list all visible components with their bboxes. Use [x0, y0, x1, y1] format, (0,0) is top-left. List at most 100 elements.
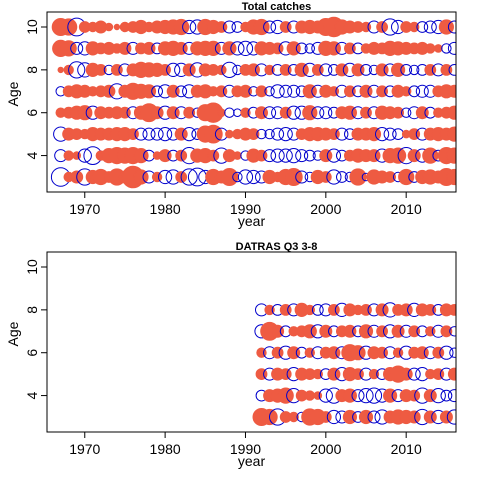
- positive-residual-bubble: [94, 64, 107, 76]
- x-tick-label: 2000: [310, 201, 341, 217]
- positive-residual-bubble: [408, 325, 421, 338]
- positive-residual-bubble: [279, 106, 292, 119]
- positive-residual-bubble: [225, 129, 234, 139]
- x-tick-label: 2010: [391, 441, 422, 457]
- negative-residual-bubble: [246, 169, 261, 185]
- negative-residual-bubble: [335, 127, 349, 141]
- negative-residual-bubble: [68, 61, 86, 79]
- y-tick-label: 4: [24, 391, 40, 399]
- positive-residual-bubble: [72, 151, 81, 160]
- negative-residual-bubble: [365, 387, 383, 404]
- negative-residual-bubble: [295, 42, 308, 55]
- positive-residual-bubble: [255, 85, 268, 98]
- negative-residual-bubble: [304, 43, 315, 54]
- y-tick-label: 4: [24, 151, 40, 159]
- positive-residual-bubble: [279, 64, 292, 76]
- positive-residual-bubble: [312, 368, 323, 380]
- bubble-layer: [50, 16, 456, 189]
- positive-residual-bubble: [423, 410, 437, 424]
- y-tick-label: 8: [24, 66, 40, 74]
- positive-residual-bubble: [344, 85, 356, 98]
- positive-residual-bubble: [401, 86, 412, 97]
- positive-residual-bubble: [304, 304, 315, 316]
- positive-residual-bubble: [350, 345, 366, 361]
- x-tick-label: 1980: [150, 201, 181, 217]
- negative-residual-bubble: [270, 84, 285, 99]
- negative-residual-bubble: [256, 128, 267, 140]
- panel-total-catches: Total catches 1970 1980 1990 2000 2010 year 4 6 8…: [5, 1, 457, 229]
- negative-residual-bubble: [264, 86, 275, 97]
- negative-residual-bubble: [446, 409, 456, 425]
- positive-residual-bubble: [448, 304, 456, 316]
- negative-residual-bubble: [447, 20, 456, 34]
- positive-residual-bubble: [239, 84, 252, 98]
- negative-residual-bubble: [319, 63, 333, 77]
- negative-residual-bubble: [142, 127, 156, 141]
- x-tick-label: 1980: [150, 441, 181, 457]
- negative-residual-bubble: [233, 108, 242, 117]
- negative-residual-bubble: [263, 20, 277, 34]
- negative-residual-bubble: [392, 128, 405, 141]
- positive-residual-bubble: [319, 411, 332, 423]
- negative-residual-bubble: [367, 410, 381, 424]
- chart-title: Total catches: [242, 1, 312, 13]
- negative-residual-bubble: [326, 148, 341, 163]
- negative-residual-bubble: [158, 127, 173, 142]
- positive-residual-bubble: [302, 324, 317, 339]
- positive-residual-bubble: [240, 107, 251, 118]
- positive-residual-bubble: [440, 64, 453, 76]
- positive-residual-bubble: [446, 126, 456, 142]
- positive-residual-bubble: [407, 149, 421, 163]
- positive-residual-bubble: [142, 41, 156, 55]
- negative-residual-bubble: [336, 171, 348, 183]
- positive-residual-bubble: [294, 62, 309, 78]
- negative-residual-bubble: [77, 148, 92, 163]
- negative-residual-bubble: [230, 41, 245, 56]
- negative-residual-bubble: [221, 61, 238, 79]
- positive-residual-bubble: [409, 21, 420, 33]
- negative-residual-bubble: [400, 64, 413, 76]
- positive-residual-bubble: [399, 303, 413, 317]
- x-tick-label: 1990: [230, 441, 261, 457]
- positive-residual-bubble: [328, 304, 340, 316]
- positive-residual-bubble: [222, 41, 237, 56]
- positive-residual-bubble: [447, 367, 456, 381]
- negative-residual-bubble: [423, 20, 437, 34]
- negative-residual-bubble: [150, 127, 164, 141]
- positive-residual-bubble: [376, 85, 389, 98]
- negative-residual-bubble: [383, 127, 397, 141]
- y-tick-label: 10: [24, 19, 40, 35]
- positive-residual-bubble: [104, 22, 114, 32]
- negative-residual-bubble: [295, 170, 309, 184]
- positive-residual-bubble: [434, 44, 443, 53]
- positive-residual-bubble: [384, 171, 397, 183]
- negative-residual-bubble: [279, 84, 293, 98]
- positive-residual-bubble: [264, 64, 275, 76]
- x-tick-label: 2010: [391, 201, 422, 217]
- positive-residual-bubble: [344, 42, 356, 55]
- negative-residual-bubble: [166, 62, 181, 78]
- y-axis-label: Age: [5, 81, 21, 106]
- positive-residual-bubble: [159, 64, 172, 76]
- negative-residual-bubble: [447, 389, 456, 403]
- negative-residual-bubble: [319, 106, 333, 120]
- negative-residual-bubble: [409, 64, 420, 76]
- positive-residual-bubble: [446, 168, 456, 186]
- positive-residual-bubble: [392, 106, 405, 119]
- negative-residual-bubble: [270, 148, 285, 163]
- positive-residual-bubble: [432, 346, 445, 359]
- positive-residual-bubble: [424, 304, 437, 316]
- negative-residual-bubble: [448, 64, 456, 76]
- positive-residual-bubble: [173, 18, 190, 36]
- negative-residual-bubble: [416, 21, 429, 33]
- y-tick-label: 10: [24, 259, 40, 275]
- positive-residual-bubble: [447, 84, 456, 98]
- positive-residual-bubble: [183, 106, 196, 119]
- positive-residual-bubble: [113, 23, 121, 31]
- negative-residual-bubble: [449, 347, 456, 358]
- positive-residual-bubble: [203, 124, 223, 144]
- panel-datras-q3: DATRAS Q3 3-8 1970 1980 1990 2000 2010 year 4 6 8…: [5, 241, 457, 469]
- negative-residual-bubble: [408, 85, 421, 98]
- negative-residual-bubble: [441, 43, 452, 54]
- negative-residual-bubble: [180, 168, 198, 186]
